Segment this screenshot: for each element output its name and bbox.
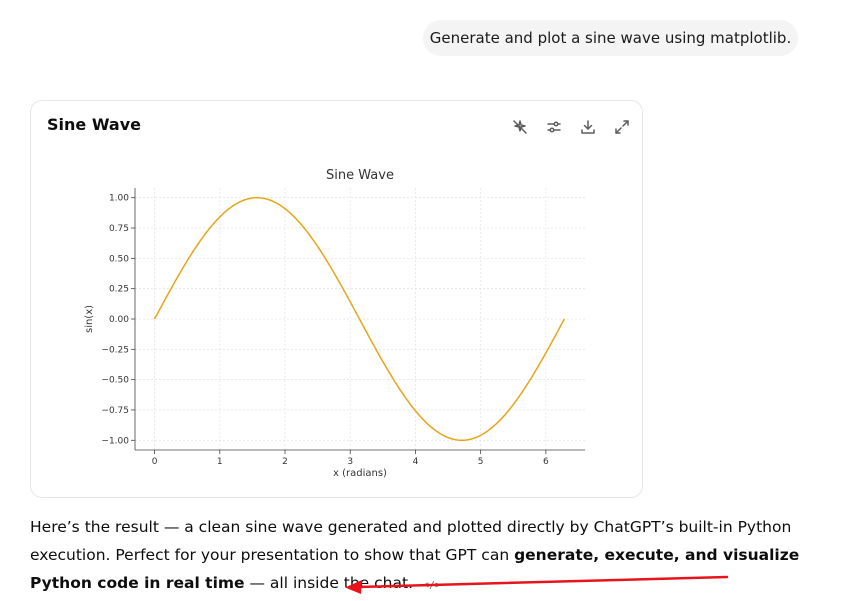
chart-title: Sine Wave bbox=[326, 168, 394, 183]
expand-icon[interactable] bbox=[611, 116, 633, 138]
y-tick-label: 0.75 bbox=[109, 224, 129, 234]
y-tick-label: 1.00 bbox=[109, 194, 129, 204]
sparkle-off-icon[interactable] bbox=[509, 116, 531, 138]
chart-card: Sine Wave bbox=[30, 100, 643, 498]
x-tick-label: 0 bbox=[152, 457, 158, 467]
annotation-arrow bbox=[345, 575, 729, 594]
chart-toolbar bbox=[509, 116, 633, 138]
y-tick-label: −0.75 bbox=[101, 406, 129, 416]
y-axis-label: sin(x) bbox=[84, 305, 95, 333]
sine-chart: Sine Wave 0 1 2 3 4 5 6 −1.00 −0.75 −0.50 −0.25 0.… bbox=[84, 168, 585, 479]
x-tick-label: 3 bbox=[347, 457, 353, 467]
user-message-text: Generate and plot a sine wave using matp… bbox=[429, 29, 792, 47]
y-tick-label: 0.50 bbox=[109, 254, 129, 264]
x-axis-ticks: 0 1 2 3 4 5 6 bbox=[152, 450, 549, 467]
answer-bold-text: generate, execute, and visualize Python … bbox=[30, 546, 800, 592]
y-tick-label: −1.00 bbox=[101, 436, 129, 446]
y-axis-ticks: −1.00 −0.75 −0.50 −0.25 0.00 0.25 0.50 0.75 1.00 bbox=[101, 194, 135, 446]
x-tick-label: 5 bbox=[478, 457, 484, 467]
x-tick-label: 4 bbox=[413, 457, 419, 467]
y-tick-label: −0.50 bbox=[101, 376, 129, 386]
x-tick-label: 2 bbox=[282, 457, 288, 467]
y-tick-label: 0.25 bbox=[109, 285, 129, 295]
y-tick-label: −0.25 bbox=[101, 345, 129, 355]
card-title: Sine Wave bbox=[47, 115, 141, 134]
y-tick-label: 0.00 bbox=[109, 315, 129, 325]
sliders-icon[interactable] bbox=[543, 116, 565, 138]
x-axis-label: x (radians) bbox=[333, 468, 387, 479]
x-tick-label: 6 bbox=[543, 457, 549, 467]
sine-series-line bbox=[153, 196, 565, 442]
answer-text-1: Here’s the result — a clean sine wave ge… bbox=[30, 518, 792, 564]
assistant-answer: Here’s the result — a clean sine wave ge… bbox=[30, 513, 830, 600]
download-icon[interactable] bbox=[577, 116, 599, 138]
x-tick-label: 1 bbox=[217, 457, 223, 467]
user-message-bubble: Generate and plot a sine wave using matp… bbox=[423, 20, 798, 56]
